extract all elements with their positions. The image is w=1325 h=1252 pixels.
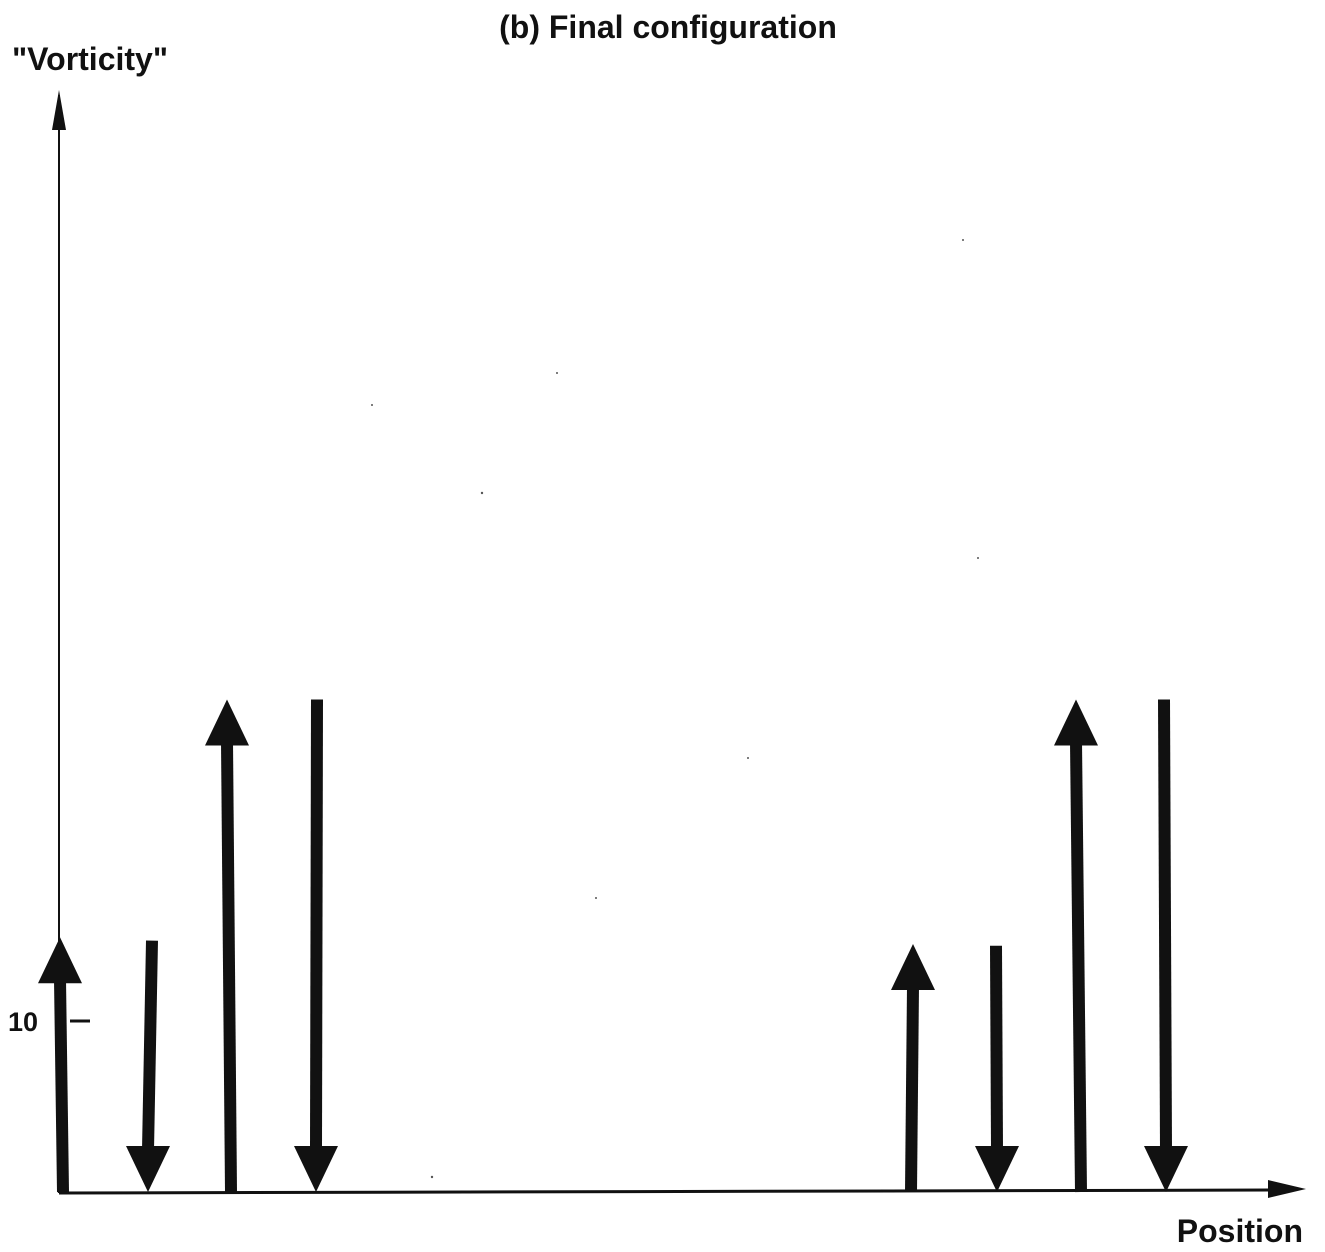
x-axis-label: Position — [1177, 1213, 1303, 1249]
vortex-arrow-down — [1144, 699, 1188, 1192]
vortex-arrow-up — [38, 937, 82, 1193]
paper-specks — [371, 239, 979, 1179]
vortex-arrow-up — [205, 699, 249, 1193]
vortex-arrow-down — [126, 940, 170, 1192]
y-axis-arrowhead — [52, 90, 66, 130]
vortex-arrow-shaft — [221, 741, 237, 1193]
vortex-arrow-shaft — [1070, 741, 1087, 1193]
figure-title: (b) Final configuration — [499, 9, 837, 45]
vortex-arrow-up — [891, 944, 935, 1193]
vortex-arrow-head — [1144, 1146, 1188, 1192]
vortex-arrow-down — [294, 699, 338, 1192]
vortex-arrow-shaft — [990, 945, 1003, 1151]
x-axis-line — [58, 1188, 1281, 1195]
vortex-arrow-shaft — [142, 940, 158, 1151]
vortex-arrow-head — [891, 944, 935, 991]
vortex-arrow-shaft — [54, 979, 69, 1193]
vortex-arrow-shaft — [310, 699, 323, 1151]
vortex-arrow-head — [1054, 699, 1098, 746]
vortex-arrow-up — [1054, 699, 1098, 1193]
x-axis-arrowhead — [1268, 1180, 1306, 1198]
vortex-arrow-shaft — [1158, 699, 1172, 1151]
vortex-arrow-head — [38, 937, 82, 984]
vortex-arrow-head — [975, 1146, 1019, 1192]
y-axis-tick-label: 10 — [8, 1007, 38, 1037]
vortex-arrow-head — [126, 1146, 170, 1192]
vortex-arrows — [38, 699, 1188, 1193]
vortex-arrow-down — [975, 945, 1019, 1192]
vortex-arrow-head — [294, 1146, 338, 1192]
vortex-arrow-head — [205, 699, 249, 746]
vortex-arrow-shaft — [905, 985, 919, 1193]
y-axis-label: "Vorticity" — [12, 41, 168, 77]
